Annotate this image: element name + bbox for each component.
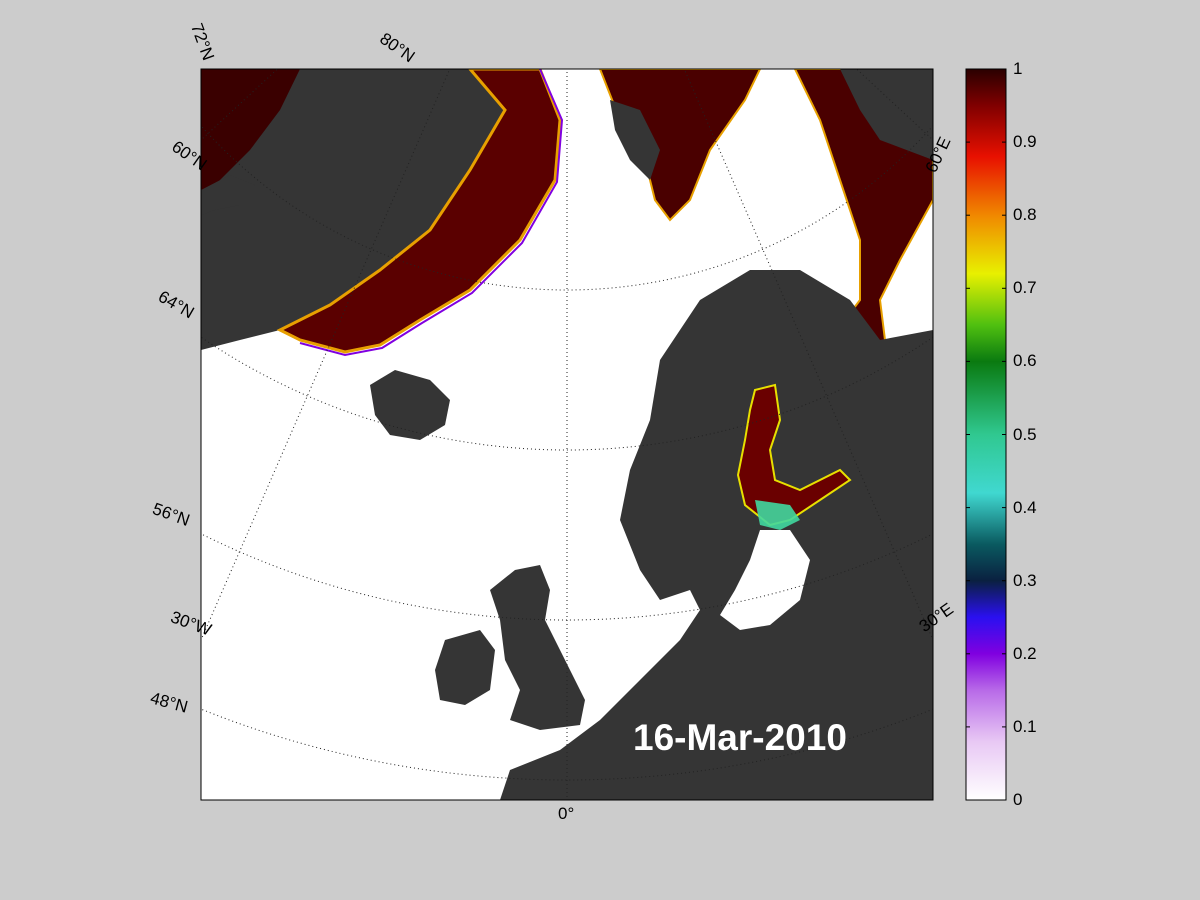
map-area — [201, 69, 933, 800]
label-lon-0: 0° — [558, 804, 575, 823]
novaya-zemlya-land — [840, 69, 933, 160]
greenland-land — [201, 69, 505, 350]
greenland-sea-ice — [276, 69, 562, 354]
ireland-land — [435, 630, 495, 705]
baffin-land — [201, 175, 255, 215]
colorbar-tick-label: 1 — [1013, 59, 1023, 78]
colorbar-gradient — [965, 68, 1007, 801]
colorbar-tick-label: 0.5 — [1013, 424, 1037, 444]
colorbar-tick-label: 0 — [1013, 790, 1023, 809]
scandinavia-land — [500, 270, 933, 800]
canadian-arctic-ice — [201, 69, 300, 190]
bothnia-sea-ice — [736, 383, 852, 527]
colorbar-tick-label: 0.7 — [1013, 278, 1037, 298]
colorbar-tick-label: 0.8 — [1013, 205, 1037, 225]
bothnia-ice-margin — [755, 500, 800, 530]
colorbar-tick-marks — [966, 68, 1006, 801]
greenland-sea-ice-edge — [299, 69, 564, 357]
colorbar-tick-label: 0.1 — [1013, 716, 1037, 736]
colorbar-tick-label: 0.9 — [1013, 132, 1037, 152]
colorbar — [965, 68, 1007, 801]
colorbar-tick-label: 0.6 — [1013, 351, 1037, 371]
svalbard-land — [610, 100, 660, 180]
colorbar-tick-label: 0.2 — [1013, 643, 1037, 663]
date-label: 16-Mar-2010 — [633, 717, 847, 758]
colorbar-tick-label: 0.4 — [1013, 497, 1037, 517]
colorbar-tick-label: 0.3 — [1013, 570, 1037, 590]
great-britain-land — [490, 565, 585, 730]
graticule — [201, 69, 933, 800]
iceland-land — [370, 370, 450, 440]
baltic-sea — [720, 530, 810, 630]
map-frame — [200, 68, 934, 801]
